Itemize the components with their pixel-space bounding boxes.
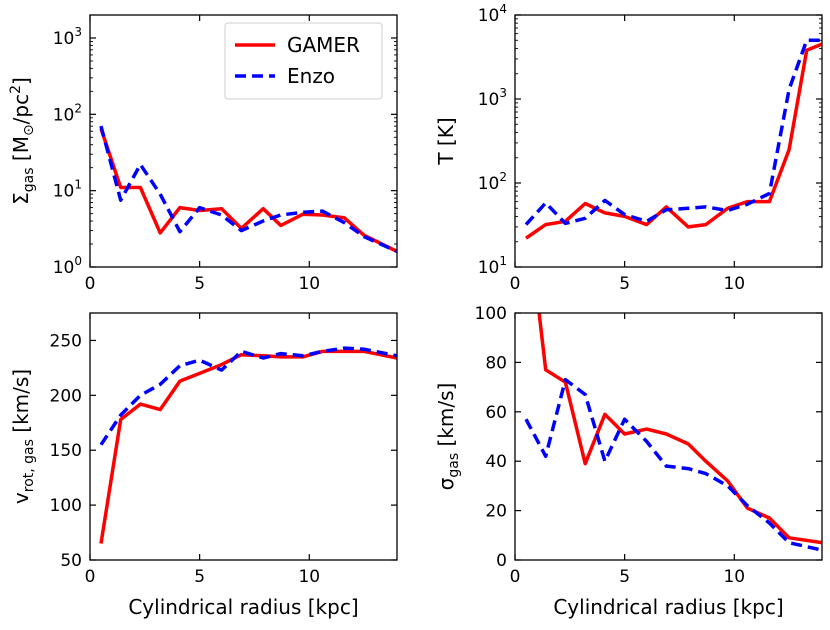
series-group <box>99 346 397 544</box>
y-tick-label: 100 <box>50 496 82 516</box>
x-tick-label: 10 <box>723 567 745 587</box>
x-tick-label: 0 <box>510 567 521 587</box>
x-tick-label: 10 <box>298 567 320 587</box>
y-axis-label: σgas [km/s] <box>434 383 462 491</box>
axes-frame <box>514 312 823 561</box>
gamer-series-line <box>99 349 397 544</box>
y-tick-label: 100 <box>475 304 507 324</box>
panel-temperature: 0 5 10 101 102 103 104 T [K] <box>434 2 823 294</box>
x-tick-label: 10 <box>723 274 745 294</box>
y-tick-label: 102 <box>478 170 507 194</box>
gamer-series-line <box>537 313 822 545</box>
x-tick-label: 0 <box>510 274 521 294</box>
y-tick-label: 50 <box>60 551 82 571</box>
y-tick-label: 60 <box>485 403 507 423</box>
y-tick-label: 102 <box>53 101 82 125</box>
x-tick-label: 5 <box>194 567 205 587</box>
y-tick-label: 101 <box>53 178 82 202</box>
x-axis-label: Cylindrical radius [kpc] <box>128 595 358 619</box>
axes-frame <box>514 14 823 268</box>
series-group <box>99 125 397 253</box>
x-tick-label: 10 <box>298 274 320 294</box>
y-tick-label: 0 <box>496 551 507 571</box>
enzo-series-line <box>524 377 822 552</box>
x-tick-label: 0 <box>85 274 96 294</box>
series-group <box>524 38 822 240</box>
y-axis-label: Σgas [M⊙/pc2] <box>8 77 37 205</box>
y-tick-label: 101 <box>478 254 507 278</box>
panel-surface-density: 0 5 10 100 101 102 103 Σgas [M⊙/pc2] <box>8 14 398 294</box>
y-tick-label: 103 <box>478 86 507 110</box>
gamer-series-line <box>99 128 397 253</box>
x-tick-label: 5 <box>619 274 630 294</box>
y-tick-label: 104 <box>478 2 507 26</box>
y-axis-label: T [K] <box>434 117 458 165</box>
enzo-series-line <box>99 346 397 446</box>
y-tick-label: 100 <box>53 254 82 278</box>
y-axis-label: vrot, gas [km/s] <box>9 369 37 504</box>
y-tick-label: 80 <box>485 353 507 373</box>
enzo-series-line <box>99 125 397 253</box>
y-tick-label: 40 <box>485 452 507 472</box>
x-axis-label: Cylindrical radius [kpc] <box>553 595 783 619</box>
y-tick-label: 103 <box>53 25 82 49</box>
enzo-series-line <box>524 38 822 226</box>
y-tick-label: 150 <box>50 441 82 461</box>
gamer-series-line <box>525 42 822 240</box>
y-tick-label: 20 <box>485 502 507 522</box>
series-group <box>524 313 822 552</box>
y-tick-label: 200 <box>50 386 82 406</box>
y-tick-label: 250 <box>50 331 82 351</box>
legend-enzo-label: Enzo <box>287 64 335 88</box>
axes-frame <box>89 14 398 268</box>
x-tick-label: 0 <box>85 567 96 587</box>
x-tick-label: 5 <box>619 567 630 587</box>
panel-rotation-velocity: 0 5 10 50 100 150 200 250 vrot, gas [km/s] Cylind… <box>9 312 398 619</box>
legend: GAMER Enzo <box>224 22 383 100</box>
legend-gamer-label: GAMER <box>287 33 360 57</box>
x-tick-label: 5 <box>194 274 205 294</box>
legend-box <box>224 22 383 100</box>
axes-frame <box>89 312 398 561</box>
